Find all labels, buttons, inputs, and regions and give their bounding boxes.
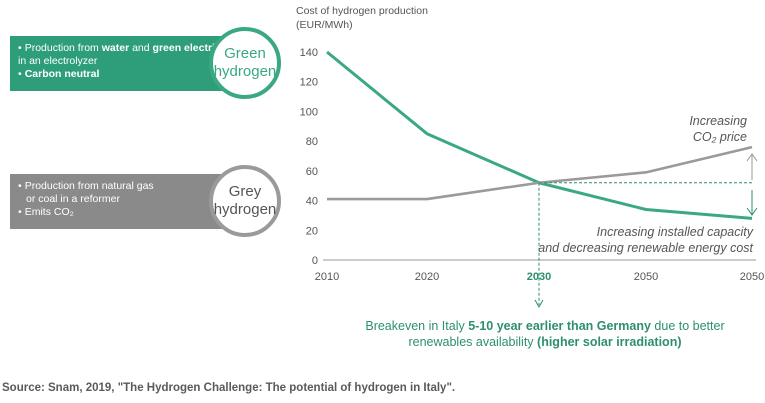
y-tick-label: 20 (306, 225, 318, 237)
grey-hydrogen-panel: • Production from natural gas or coal in a… (10, 174, 238, 229)
x-tick-label: 2050 (740, 271, 764, 283)
renewable-cost-annotation: Increasing installed capacity and decrea… (538, 225, 753, 255)
co2-price-annotation: Increasing CO₂ price (689, 114, 747, 144)
y-tick-label: 100 (300, 106, 318, 118)
y-tick-label: 60 (306, 166, 318, 178)
y-tick-label: 140 (300, 47, 318, 59)
green-hydrogen-panel: • Production from water and green electri… (10, 36, 238, 91)
x-tick-label: 2030 (527, 271, 551, 283)
breakeven-note: Breakeven in Italy 5-10 year earlier tha… (365, 319, 725, 349)
x-tick-label: 2020 (415, 271, 439, 283)
x-tick-label: 2050 (634, 271, 658, 283)
breakeven-arrow (534, 299, 544, 309)
co2-up-arrowhead (746, 153, 758, 162)
y-tick-label: 120 (300, 77, 318, 89)
green-hydrogen-label: Green hydrogen (209, 27, 281, 99)
y-tick-label: 40 (306, 196, 318, 208)
renew-down-arrowhead (746, 207, 758, 216)
y-tick-label: 80 (306, 136, 318, 148)
green-bullet-neutral: • Carbon neutral (18, 68, 100, 80)
grey-bullet-production: • Production from natural gas or coal in a… (18, 180, 154, 205)
grey-bullet-emits: • Emits CO₂ (18, 206, 74, 218)
y-axis-title: Cost of hydrogen production (EUR/MWh) (296, 5, 428, 31)
grey-hydrogen-line (327, 145, 753, 201)
x-tick-label: 2010 (315, 271, 339, 283)
source-note: Source: Snam, 2019, "The Hydrogen Challe… (2, 382, 456, 394)
grey-hydrogen-label: Grey hydrogen (209, 165, 281, 237)
y-tick-label: 0 (312, 255, 318, 267)
